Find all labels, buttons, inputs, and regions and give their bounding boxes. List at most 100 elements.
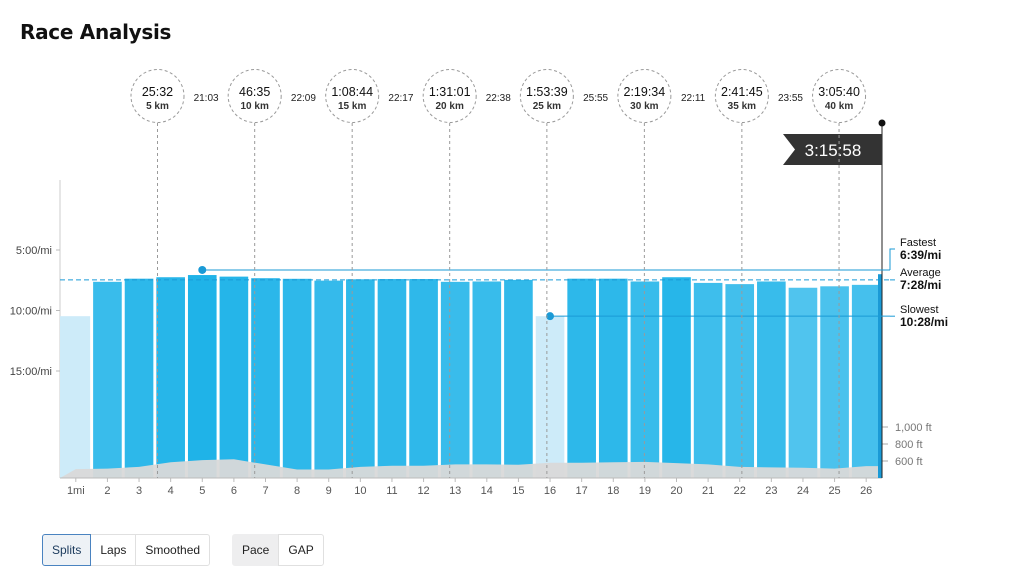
pace-bar — [187, 275, 217, 478]
distance-marker-time: 1:31:01 — [429, 85, 471, 99]
distance-marker-circle — [617, 69, 672, 123]
split-mode-toggle-group: Splits Laps Smoothed — [42, 534, 211, 566]
elevation-area — [60, 459, 882, 478]
gap-button[interactable]: GAP — [278, 534, 324, 566]
pace-bar — [409, 279, 438, 478]
pace-bar — [630, 281, 660, 478]
pace-button[interactable]: Pace — [232, 534, 280, 566]
pace-bar — [725, 284, 755, 478]
slowest-pace-dot — [546, 312, 555, 321]
y-tick-label: 15:00/mi — [10, 366, 52, 378]
distance-marker-label: 10 km — [241, 101, 269, 112]
split-time-label: 21:03 — [194, 93, 219, 104]
x-tick-label: 10 — [354, 485, 366, 497]
fastest-value: 6:39/mi — [900, 248, 941, 262]
distance-marker-time: 3:05:40 — [818, 85, 860, 99]
pace-bar — [251, 278, 280, 478]
x-tick-label: 25 — [828, 485, 840, 497]
distance-marker-label: 40 km — [825, 101, 853, 112]
distance-marker-circle — [325, 69, 380, 123]
distance-marker-time: 25:32 — [142, 85, 173, 99]
x-tick-label: 1mi — [67, 485, 85, 497]
pace-bar — [598, 278, 628, 478]
x-tick-label: 4 — [168, 485, 174, 497]
x-tick-label: 22 — [734, 485, 746, 497]
pace-bar — [788, 287, 818, 478]
pace-bar — [219, 276, 249, 478]
distance-marker-circle — [227, 69, 282, 123]
distance-marker-label: 30 km — [630, 101, 658, 112]
pace-bar — [472, 281, 502, 478]
x-tick-label: 20 — [670, 485, 682, 497]
pace-bar — [851, 284, 881, 478]
x-tick-label: 18 — [607, 485, 619, 497]
split-time-label: 22:09 — [291, 93, 316, 104]
finish-pole-dot — [878, 119, 886, 127]
elevation-tick-label: 1,000 ft — [895, 422, 932, 434]
pace-bar — [346, 279, 375, 478]
smoothed-button[interactable]: Smoothed — [135, 534, 211, 566]
x-tick-label: 2 — [104, 485, 110, 497]
distance-marker-label: 25 km — [533, 101, 561, 112]
distance-marker-time: 1:53:39 — [526, 85, 568, 99]
distance-markers: 25:32 5 km 46:35 10 km 1:08:44 15 km 1:31:01 20… — [130, 69, 867, 478]
fastest-connector — [889, 248, 895, 270]
x-tick-label: 23 — [765, 485, 777, 497]
y-tick-label: 5:00/mi — [16, 245, 52, 257]
distance-marker-time: 2:19:34 — [624, 85, 666, 99]
pace-bar — [60, 316, 91, 478]
fastest-name: Fastest — [900, 237, 936, 249]
pace-bar — [314, 280, 344, 478]
distance-marker-time: 2:41:45 — [721, 85, 763, 99]
distance-marker-circle — [130, 69, 185, 123]
pace-bar — [535, 316, 565, 478]
elevation-tick-label: 600 ft — [895, 456, 923, 468]
split-time-label: 22:17 — [388, 93, 413, 104]
distance-marker-circle — [812, 69, 867, 123]
pace-bar — [820, 286, 849, 478]
pace-bar — [693, 282, 723, 478]
y-tick-label: 10:00/mi — [10, 306, 52, 318]
fastest-pace-dot — [198, 265, 207, 274]
split-time-label: 25:55 — [583, 93, 608, 104]
x-tick-label: 21 — [702, 485, 714, 497]
pace-bar — [440, 281, 470, 478]
reference-lines — [60, 265, 890, 321]
x-tick-label: 9 — [326, 485, 332, 497]
x-tick-label: 26 — [860, 485, 872, 497]
x-tick-label: 3 — [136, 485, 142, 497]
laps-button[interactable]: Laps — [90, 534, 137, 566]
pace-bar — [156, 277, 185, 478]
distance-marker-label: 20 km — [436, 101, 464, 112]
x-tick-label: 17 — [576, 485, 588, 497]
finish-flag — [783, 134, 882, 165]
average-value: 7:28/mi — [900, 278, 941, 292]
x-tick-label: 15 — [512, 485, 524, 497]
metric-toggle-group: Pace GAP — [232, 534, 324, 566]
x-tick-label: 19 — [639, 485, 651, 497]
x-tick-label: 13 — [449, 485, 461, 497]
distance-marker-time: 1:08:44 — [331, 85, 373, 99]
pace-bars — [60, 275, 881, 478]
page-title: Race Analysis — [20, 20, 172, 44]
distance-marker-label: 15 km — [338, 101, 366, 112]
x-tick-label: 5 — [199, 485, 205, 497]
split-time-label: 23:55 — [778, 93, 803, 104]
slowest-value: 10:28/mi — [900, 315, 948, 329]
finish-partial-bar — [878, 274, 882, 478]
splits-button[interactable]: Splits — [42, 534, 92, 566]
split-time-label: 22:38 — [486, 93, 511, 104]
pace-bar — [757, 281, 786, 478]
x-tick-label: 6 — [231, 485, 237, 497]
x-tick-label: 11 — [386, 485, 397, 497]
pace-bar — [567, 278, 596, 478]
pace-bar — [93, 281, 122, 478]
x-tick-label: 8 — [294, 485, 300, 497]
elevation-tick-label: 800 ft — [895, 439, 923, 451]
x-tick-label: 24 — [797, 485, 809, 497]
pace-bar — [282, 278, 312, 478]
distance-marker-circle — [714, 69, 769, 123]
pace-bar — [377, 279, 407, 478]
average-name: Average — [900, 267, 941, 279]
x-tick-label: 16 — [544, 485, 556, 497]
